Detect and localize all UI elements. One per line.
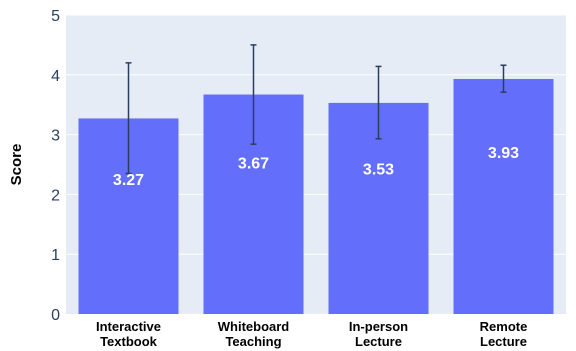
y-tick-label: 2 xyxy=(51,187,60,204)
y-axis-ticks: 0 1 2 3 4 5 xyxy=(51,8,60,324)
y-tick-label: 4 xyxy=(51,68,60,85)
y-axis-label: Score xyxy=(8,144,25,186)
bars xyxy=(78,78,554,315)
y-tick-label: 5 xyxy=(51,8,60,25)
x-tick-label: In-person xyxy=(349,319,408,334)
x-tick-label: Teaching xyxy=(225,334,281,349)
x-tick-label: Interactive xyxy=(96,319,161,334)
data-label: 3.93 xyxy=(488,145,519,162)
error-bar xyxy=(125,62,132,175)
error-bars xyxy=(125,44,507,175)
data-label: 3.53 xyxy=(363,161,394,178)
x-tick-label: Textbook xyxy=(100,334,158,349)
bar xyxy=(453,78,554,315)
x-tick-label: Remote xyxy=(480,319,528,334)
error-bar xyxy=(375,65,382,140)
x-tick-label: Lecture xyxy=(355,334,402,349)
data-label: 3.27 xyxy=(113,172,144,189)
y-tick-label: 3 xyxy=(51,128,60,145)
y-tick-label: 0 xyxy=(51,307,60,324)
data-labels: 3.27 3.67 3.53 3.93 xyxy=(113,145,519,189)
x-tick-label: Lecture xyxy=(480,334,527,349)
y-tick-label: 1 xyxy=(51,247,60,264)
x-tick-label: Whiteboard xyxy=(218,319,290,334)
error-bar xyxy=(250,44,257,145)
data-label: 3.67 xyxy=(238,156,269,173)
error-bar xyxy=(500,64,507,93)
